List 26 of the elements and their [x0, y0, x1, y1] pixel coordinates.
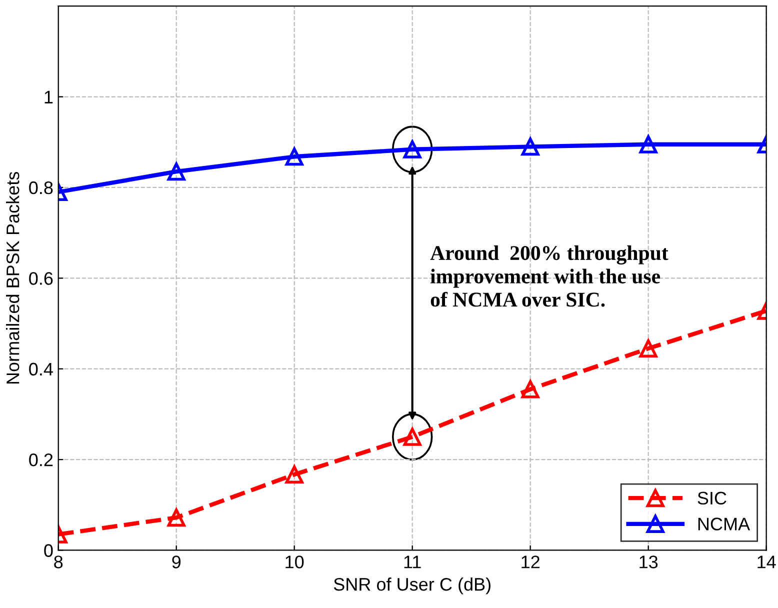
x-tick-label: 9 [172, 556, 181, 568]
legend-label: NCMA [698, 518, 750, 530]
annotation: Around 200% throughput improvement with the use of NCMA over SIC. [430, 245, 668, 307]
x-tick-label: 14 [758, 556, 776, 568]
x-axis-title: SNR of User C (dB) [334, 577, 490, 594]
point [639, 339, 658, 358]
x-tick-label: 12 [522, 556, 540, 568]
x-tick-label: 11 [404, 556, 421, 568]
point [521, 380, 540, 398]
point [285, 148, 304, 166]
x-tick-label: 10 [286, 556, 304, 568]
y-tick-label: 0.6 [29, 272, 53, 285]
point [167, 508, 186, 527]
point [521, 138, 540, 156]
point [639, 135, 658, 154]
y-tick-label: 0.8 [29, 181, 53, 194]
point [167, 162, 186, 181]
y-tick-label: 0.2 [29, 453, 53, 466]
y-tick-label: 0.4 [29, 362, 53, 376]
y-axis-title: Normailzed BPSK Packets [6, 172, 20, 384]
y-tick-label: 0 [44, 544, 53, 557]
x-tick-label: 8 [54, 556, 63, 568]
legend-label: SIC [698, 492, 726, 505]
point [285, 465, 304, 484]
y-tick-label: 1 [44, 90, 53, 104]
x-tick-label: 13 [640, 556, 658, 568]
